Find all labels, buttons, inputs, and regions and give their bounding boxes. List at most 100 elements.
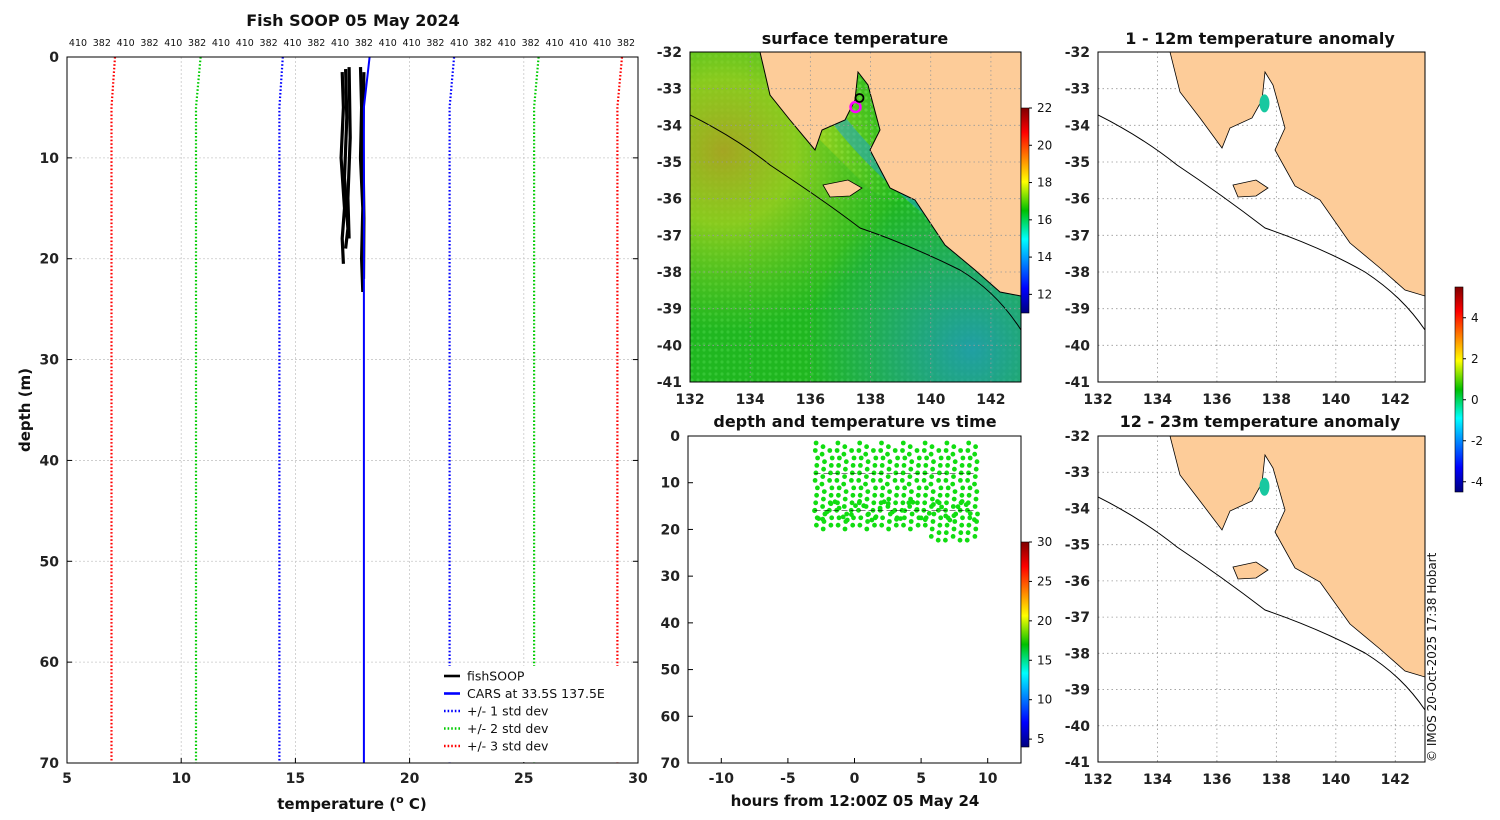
sst-tick-labels: 132 134 136 138 140 142 -32 -33 -34 -35 -36 -37 -38 -… — [657, 45, 1006, 408]
anomaly-deep-lon-label: 138 — [1262, 772, 1291, 788]
anomaly-shallow-tick-labels: 132 134 136 138 140 142 -32 -33 -34 -35 -36 -37 -38 -… — [1065, 45, 1410, 408]
depth-time-point — [849, 512, 854, 517]
anomaly-colorbar-ticks: -4 -2 0 2 4 — [1463, 311, 1483, 489]
depth-time-xtick-label: 0 — [850, 771, 860, 787]
depth-time-point — [856, 507, 861, 513]
anomaly-shallow-title: 1 - 12m temperature anomaly — [1125, 29, 1395, 48]
profile-top-tick-labels: 410 382 410 382 410 382 410 410 382 410 382 410 382 4… — [69, 38, 635, 49]
profile-top-tick-label: 382 — [93, 38, 111, 49]
depth-time-point — [828, 470, 833, 476]
depth-time-point — [821, 489, 827, 494]
depth-time-point — [972, 451, 978, 457]
anomaly-shallow-panel: 1 - 12m temperature anomaly 132 134 136 138… — [1065, 29, 1426, 408]
depth-time-point — [836, 485, 842, 491]
sst-lon-label: 138 — [856, 392, 885, 408]
legend-label: +/- 3 std dev — [467, 739, 549, 754]
depth-time-point — [877, 505, 883, 511]
depth-time-point — [835, 470, 841, 476]
depth-time-point — [857, 499, 862, 504]
depth-time-point — [944, 440, 950, 446]
profile-top-tick-label: 410 — [569, 38, 587, 49]
depth-time-point — [863, 481, 868, 487]
depth-time-point — [936, 448, 942, 453]
depth-time-point — [922, 470, 928, 476]
depth-time-point — [929, 444, 935, 450]
profile-ytick-label: 40 — [40, 453, 60, 469]
depth-time-point — [872, 522, 877, 528]
anomaly-deep-lat-label: -41 — [1065, 755, 1090, 771]
profile-ytick-label: 20 — [40, 252, 60, 268]
profile-top-tick-label: 382 — [307, 38, 325, 49]
depth-time-point — [959, 492, 965, 498]
depth-time-point — [816, 516, 821, 521]
depth-time-colorbar-label: 25 — [1037, 574, 1052, 588]
sst-lat-label: -35 — [657, 155, 682, 171]
depth-time-point — [857, 492, 863, 498]
anomaly-deep-lat-label: -36 — [1065, 574, 1090, 590]
depth-time-point — [849, 448, 854, 453]
depth-time-point — [974, 459, 980, 465]
depth-time-point — [906, 451, 912, 457]
anomaly-shallow-lon-label: 142 — [1381, 392, 1410, 408]
depth-time-point — [958, 448, 963, 453]
depth-time-point — [918, 515, 924, 521]
depth-time-point — [950, 504, 956, 509]
sst-lat-label: -39 — [657, 302, 682, 318]
anomaly-shallow-land — [1169, 52, 1425, 297]
sst-lat-label: -38 — [657, 265, 682, 281]
sst-colorbar-ticks: 12 14 16 18 20 22 — [1029, 101, 1052, 301]
depth-time-point — [965, 507, 970, 513]
profile-top-tick-label: 410 — [498, 38, 516, 49]
depth-time-point — [843, 466, 848, 472]
profile-top-tick-label: 410 — [164, 38, 182, 49]
depth-time-point — [915, 470, 920, 476]
sst-location-marker — [849, 100, 862, 114]
depth-time-point — [853, 503, 858, 509]
fishsoop-profile-line — [346, 67, 352, 239]
depth-time-point — [843, 489, 849, 494]
fishsoop-profile-line — [339, 72, 347, 264]
anomaly-shallow-lon-label: 140 — [1321, 392, 1350, 408]
anomaly-colorbar-label: 4 — [1471, 311, 1479, 325]
depth-time-point — [946, 455, 951, 461]
depth-time-point — [841, 481, 847, 487]
depth-time-point — [834, 448, 840, 453]
legend-label: +/- 1 std dev — [467, 704, 549, 719]
depth-time-colorbar-label: 30 — [1037, 535, 1052, 549]
depth-time-point — [864, 496, 870, 502]
profile-tick-labels: 5 10 15 20 25 30 0 10 20 30 40 50 60 70 — [40, 50, 648, 787]
depth-time-point — [872, 492, 878, 498]
anomaly-colorbar-label: -2 — [1471, 434, 1483, 448]
depth-time-point — [951, 474, 956, 479]
sst-colorbar — [1020, 107, 1030, 314]
depth-time-point — [935, 499, 940, 504]
depth-time-point — [915, 500, 920, 506]
depth-time-point — [950, 451, 956, 457]
depth-time-point — [844, 517, 850, 523]
depth-time-point — [945, 463, 950, 468]
depth-time-point — [820, 516, 826, 522]
depth-time-colorbar-label: 5 — [1037, 732, 1045, 746]
depth-time-point — [967, 455, 973, 461]
depth-time-point — [916, 463, 921, 468]
depth-time-point — [921, 448, 927, 453]
depth-time-point — [840, 514, 846, 520]
depth-time-point — [864, 474, 869, 479]
depth-time-point — [878, 478, 883, 483]
depth-time-point — [835, 440, 841, 446]
depth-time-point — [849, 470, 855, 476]
depth-time-point — [900, 448, 905, 453]
depth-time-point — [886, 526, 891, 532]
depth-time-point — [873, 485, 878, 491]
depth-time-point — [928, 481, 934, 487]
depth-time-point — [841, 451, 847, 457]
anomaly-deep-lat-label: -35 — [1065, 538, 1090, 554]
profile-xtick-label: 5 — [62, 771, 72, 787]
depth-time-point — [885, 474, 891, 479]
profile-top-tick-label: 410 — [212, 38, 230, 49]
depth-time-point — [842, 444, 848, 450]
depth-time-point — [928, 534, 934, 539]
anomaly-shallow-lon-label: 132 — [1083, 392, 1112, 408]
depth-time-point — [856, 478, 862, 483]
depth-time-point — [857, 440, 863, 446]
